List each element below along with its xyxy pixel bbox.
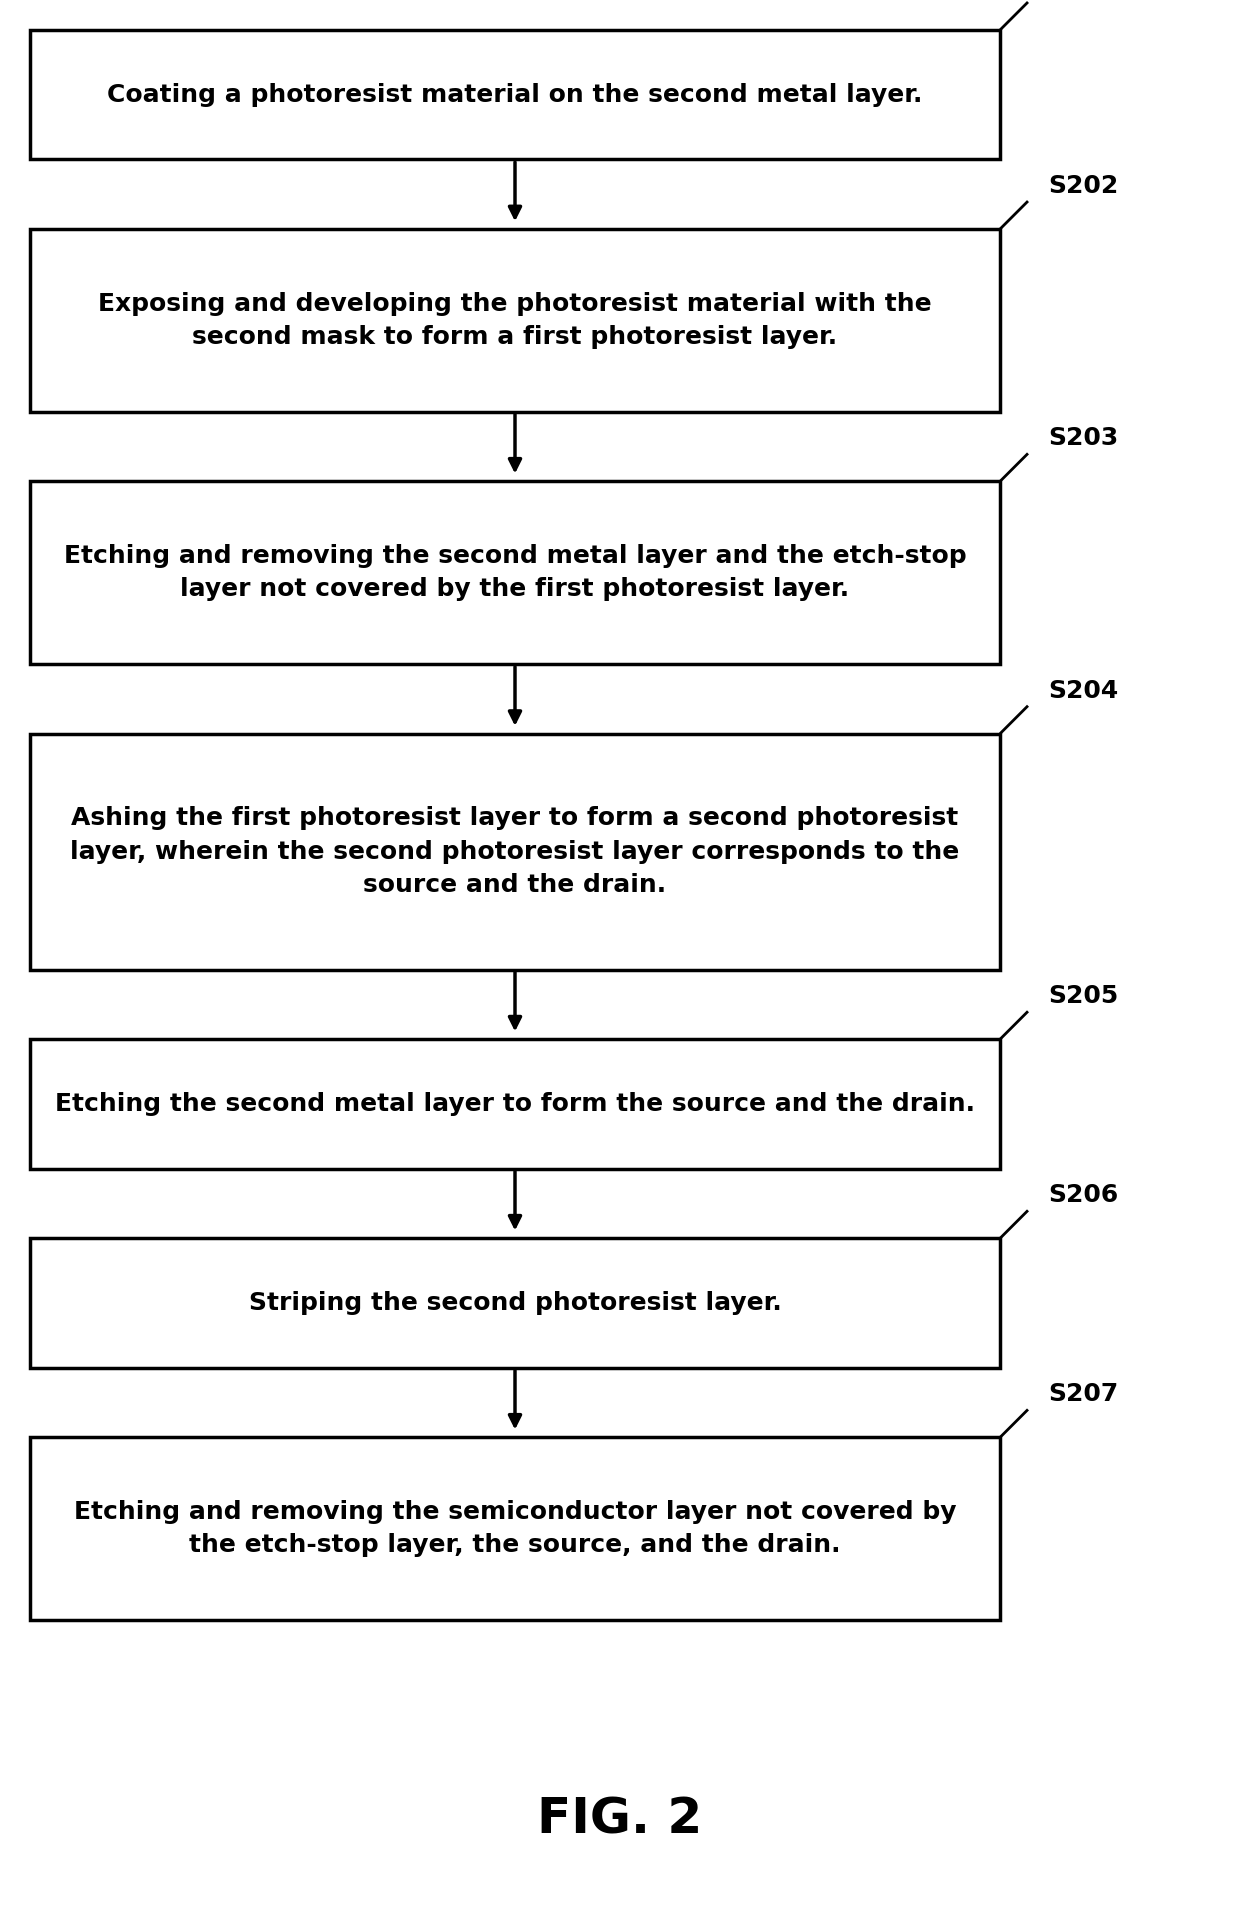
Text: Etching and removing the semiconductor layer not covered by
the etch-stop layer,: Etching and removing the semiconductor l…: [73, 1500, 956, 1558]
Bar: [30, 31, 999, 158]
Text: Coating a photoresist material on the second metal layer.: Coating a photoresist material on the se…: [108, 82, 923, 107]
Bar: [30, 1239, 999, 1367]
Bar: [30, 1437, 999, 1621]
Text: Etching the second metal layer to form the source and the drain.: Etching the second metal layer to form t…: [55, 1092, 975, 1117]
Text: Exposing and developing the photoresist material with the
second mask to form a : Exposing and developing the photoresist …: [98, 292, 931, 349]
Text: Ashing the first photoresist layer to form a second photoresist
layer, wherein t: Ashing the first photoresist layer to fo…: [71, 806, 960, 897]
Text: FIG. 2: FIG. 2: [537, 1796, 703, 1844]
Text: S205: S205: [1048, 985, 1118, 1008]
Bar: [30, 481, 999, 664]
Text: S204: S204: [1048, 680, 1118, 703]
Text: S203: S203: [1048, 426, 1118, 451]
Text: S206: S206: [1048, 1184, 1118, 1206]
Bar: [30, 229, 999, 412]
Text: S207: S207: [1048, 1382, 1118, 1407]
Text: S202: S202: [1048, 174, 1118, 199]
Bar: [30, 733, 999, 970]
Text: Striping the second photoresist layer.: Striping the second photoresist layer.: [249, 1290, 781, 1315]
Text: Etching and removing the second metal layer and the etch-stop
layer not covered : Etching and removing the second metal la…: [63, 544, 966, 601]
Bar: [30, 1038, 999, 1168]
